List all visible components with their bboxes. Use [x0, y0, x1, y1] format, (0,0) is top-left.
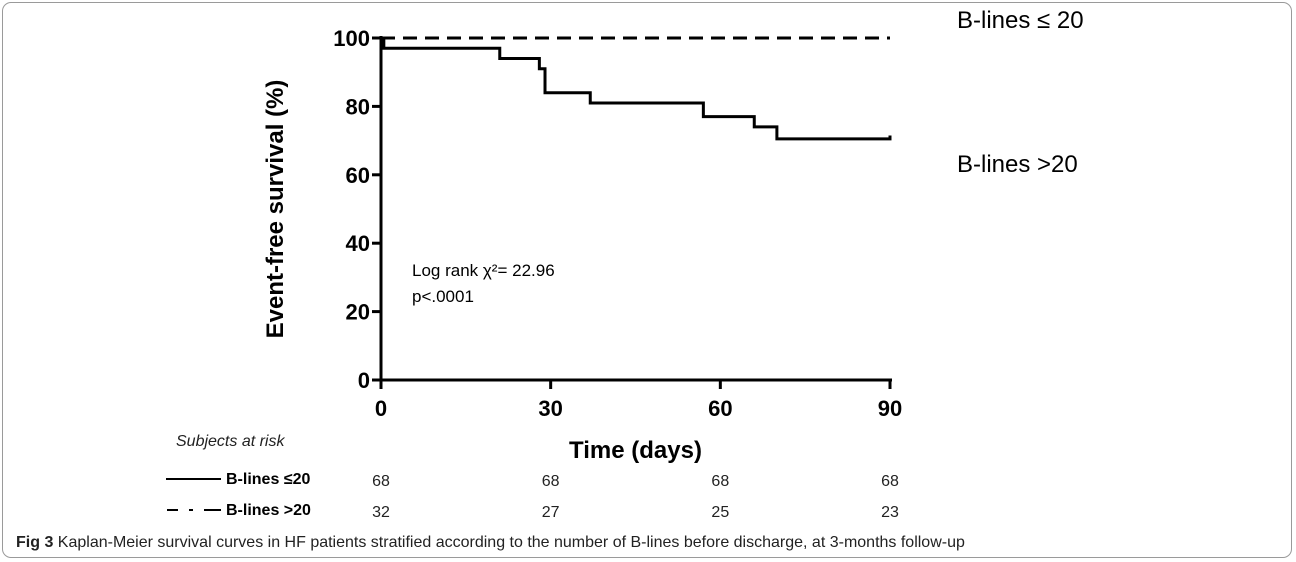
series-layer: [381, 36, 892, 141]
x-tick-label: 0: [375, 396, 387, 421]
at-risk-count: 68: [881, 473, 899, 490]
at-risk-row-label: B-lines >20: [226, 502, 311, 519]
series-label-2: B-lines >20: [957, 151, 1078, 178]
at-risk-count: 68: [711, 473, 729, 490]
x-tick-label: 60: [708, 396, 732, 421]
series-line-2: [381, 36, 892, 141]
figure-caption: Fig 3 Kaplan-Meier survival curves in HF…: [16, 534, 965, 552]
x-tick-label: 30: [538, 396, 562, 421]
y-tick-label: 60: [346, 163, 370, 188]
at-risk-table: Subjects at risk B-lines ≤20 68 68 68 68 B-lin…: [166, 433, 899, 521]
y-tick-label: 20: [346, 300, 370, 325]
series-label-1: B-lines ≤ 20: [957, 7, 1084, 34]
at-risk-count: 68: [542, 473, 560, 490]
at-risk-count: 25: [711, 504, 729, 521]
at-risk-count: 27: [542, 504, 560, 521]
x-axis-title: Time (days): [569, 437, 702, 464]
caption-label: Fig 3: [16, 534, 54, 551]
y-tick-label: 40: [346, 231, 370, 256]
y-tick-label: 0: [358, 368, 370, 393]
at-risk-count: 32: [372, 504, 390, 521]
y-tick-label: 100: [333, 26, 370, 51]
labels-layer: B-lines ≤ 20 B-lines >20 Log rank χ²= 22.9…: [412, 7, 1084, 306]
at-risk-count: 68: [372, 473, 390, 490]
axes: 0 20 40 60 80 100 0 30 60 90 Time (days) Event-free…: [262, 26, 902, 464]
at-risk-title: Subjects at risk: [176, 433, 285, 450]
y-tick-label: 80: [346, 94, 370, 119]
annotation-line-2: p<.0001: [412, 287, 474, 306]
x-tick-label: 90: [878, 396, 902, 421]
caption-text: Kaplan-Meier survival curves in HF patie…: [53, 534, 965, 551]
at-risk-count: 23: [881, 504, 899, 521]
annotation-line-1: Log rank χ²= 22.96: [412, 261, 555, 280]
at-risk-row-label: B-lines ≤20: [226, 471, 310, 488]
y-axis-title: Event-free survival (%): [262, 80, 289, 339]
